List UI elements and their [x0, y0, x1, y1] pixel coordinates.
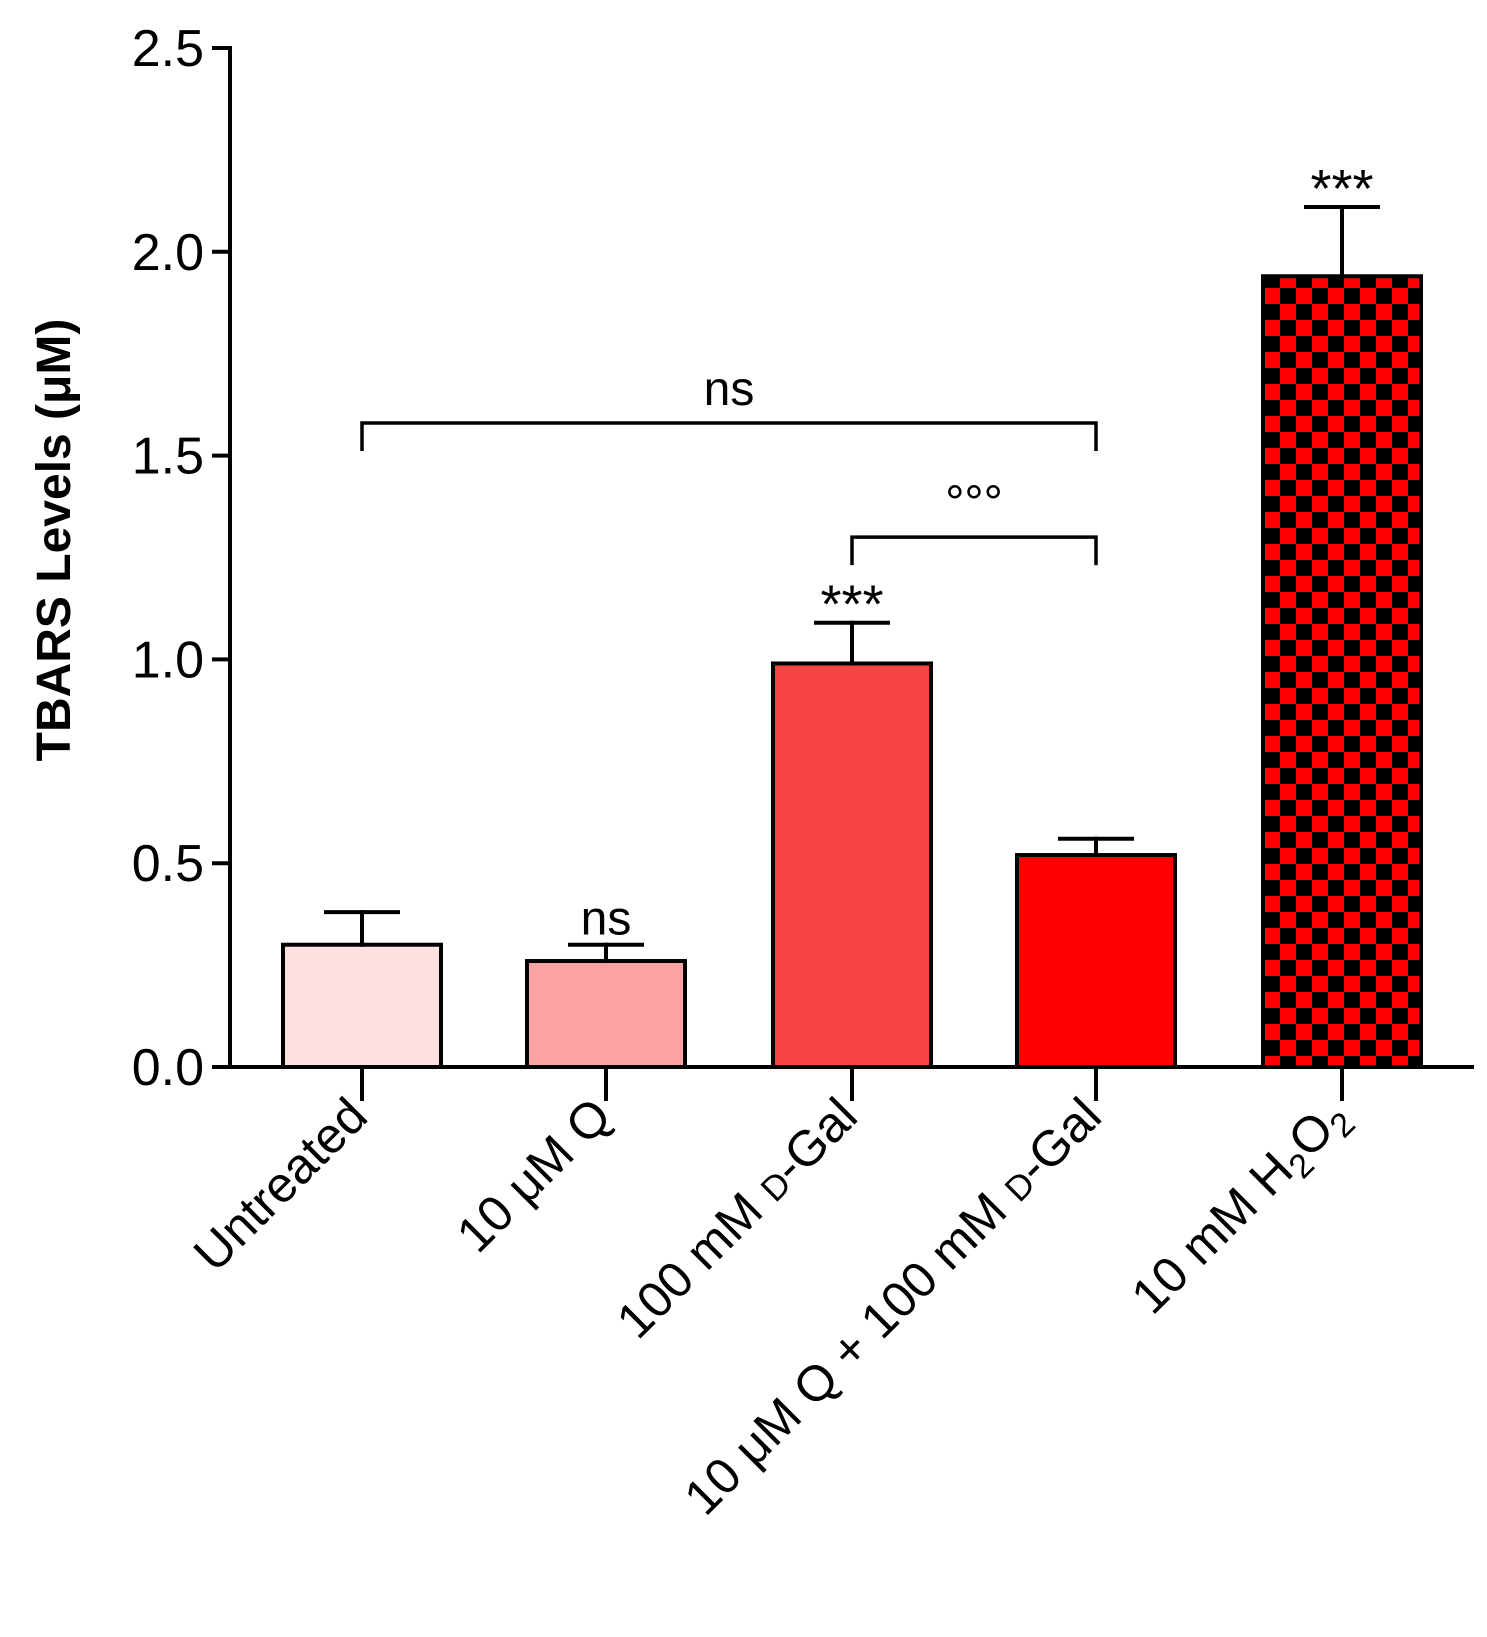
bar-2	[771, 661, 933, 1069]
y-axis-title: TBARS Levels (μM)	[28, 319, 81, 762]
comparison-bracket-0	[360, 421, 1098, 451]
y-tick-label-4: 2.0	[132, 224, 204, 282]
x-category-label-4: 10 mM H2O2	[1120, 1087, 1362, 1329]
x-category-label-1: 10 μM Q	[446, 1087, 622, 1263]
comparison-bracket-1	[850, 535, 1098, 566]
y-tick-label-0: 0.0	[132, 1039, 204, 1097]
x-category-label-3: 10 μM Q + 100 mM d-Gal	[673, 1087, 1111, 1525]
x-category-label-2: 100 mM d-Gal	[606, 1087, 868, 1349]
plot-area: 0.0 0.5 1.0 1.5 2.0 2.5 ns *** *** ns °°° Untreated…	[132, 20, 1474, 1526]
bar-1	[525, 959, 687, 1069]
bar-4	[1261, 274, 1423, 1070]
significance-label-1: ns	[581, 893, 632, 946]
x-category-label-0: Untreated	[183, 1087, 378, 1282]
y-tick-label-5: 2.5	[132, 20, 204, 78]
y-tick-label-3: 1.5	[132, 428, 204, 486]
significance-label-4: ***	[1310, 159, 1373, 219]
y-tick-label-2: 1.0	[132, 631, 204, 689]
significance-label-2: ***	[820, 575, 883, 635]
bracket-label-0: ns	[704, 363, 755, 416]
bar-3	[1015, 853, 1177, 1069]
y-tick-label-1: 0.5	[132, 835, 204, 893]
bar-0	[281, 942, 443, 1069]
bracket-label-1: °°°	[945, 477, 1003, 530]
